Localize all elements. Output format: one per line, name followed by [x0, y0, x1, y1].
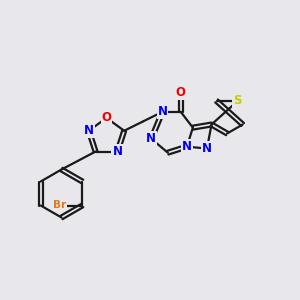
Text: N: N [112, 145, 122, 158]
Text: N: N [182, 140, 192, 153]
Text: S: S [233, 94, 242, 107]
Text: N: N [146, 132, 156, 145]
Text: N: N [202, 142, 212, 155]
Text: N: N [84, 124, 94, 137]
Text: O: O [101, 111, 112, 124]
Text: O: O [176, 86, 186, 99]
Text: Br: Br [53, 200, 66, 211]
Text: N: N [158, 105, 167, 118]
